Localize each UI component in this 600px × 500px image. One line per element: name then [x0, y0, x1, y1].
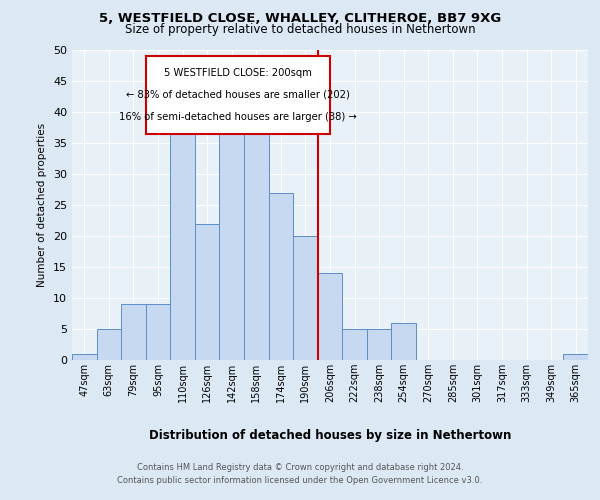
FancyBboxPatch shape [146, 56, 330, 134]
Text: Contains public sector information licensed under the Open Government Licence v3: Contains public sector information licen… [118, 476, 482, 485]
Text: 16% of semi-detached houses are larger (38) →: 16% of semi-detached houses are larger (… [119, 112, 357, 122]
Bar [195, 224, 220, 360]
Bar [391, 323, 416, 360]
Bar [97, 329, 121, 360]
Text: Distribution of detached houses by size in Nethertown: Distribution of detached houses by size … [149, 428, 511, 442]
Text: Contains HM Land Registry data © Crown copyright and database right 2024.: Contains HM Land Registry data © Crown c… [137, 464, 463, 472]
Bar [220, 118, 244, 360]
Y-axis label: Number of detached properties: Number of detached properties [37, 123, 47, 287]
Bar [563, 354, 588, 360]
Text: Size of property relative to detached houses in Nethertown: Size of property relative to detached ho… [125, 22, 475, 36]
Bar [342, 329, 367, 360]
Bar [121, 304, 146, 360]
Bar [367, 329, 391, 360]
Bar [170, 118, 195, 360]
Text: 5 WESTFIELD CLOSE: 200sqm: 5 WESTFIELD CLOSE: 200sqm [164, 68, 312, 78]
Text: 5, WESTFIELD CLOSE, WHALLEY, CLITHEROE, BB7 9XG: 5, WESTFIELD CLOSE, WHALLEY, CLITHEROE, … [99, 12, 501, 26]
Bar [269, 192, 293, 360]
Bar [244, 106, 269, 360]
Text: ← 83% of detached houses are smaller (202): ← 83% of detached houses are smaller (20… [126, 90, 350, 100]
Bar [146, 304, 170, 360]
Bar [72, 354, 97, 360]
Bar [293, 236, 318, 360]
Bar [318, 273, 342, 360]
